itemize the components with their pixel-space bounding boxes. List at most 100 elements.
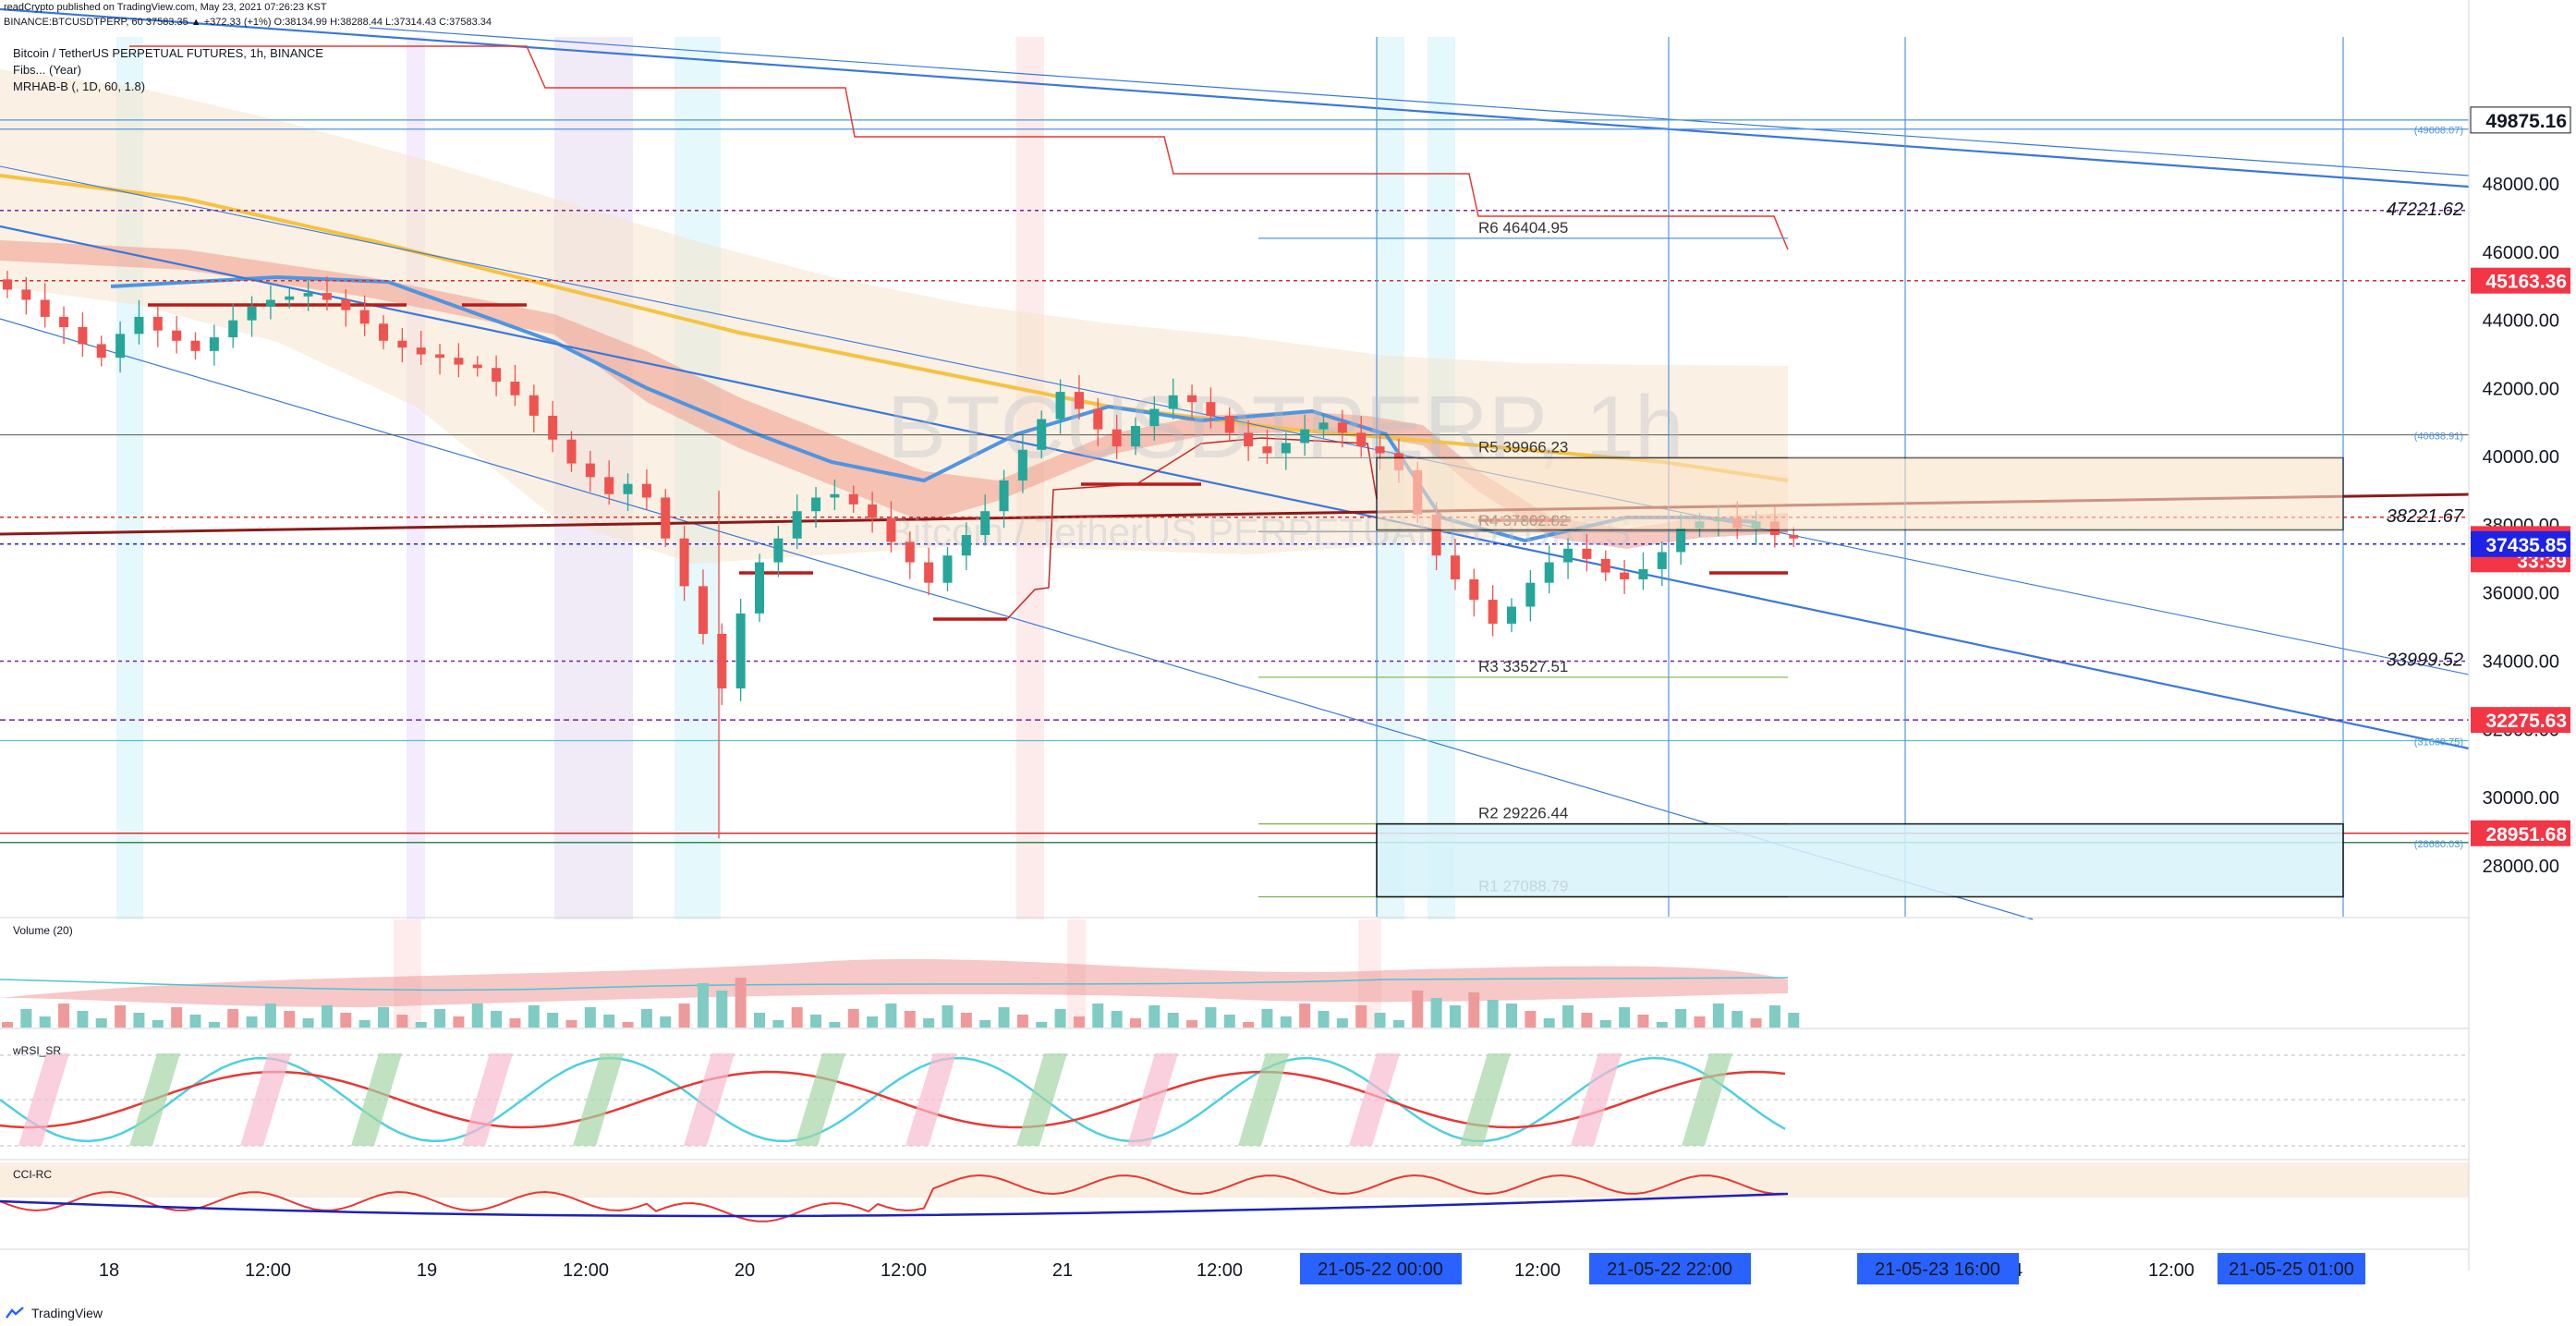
volume-bar [415,1022,427,1028]
candle-body [228,320,238,338]
candle-body [1676,528,1686,553]
volume-bar [1054,1009,1066,1028]
candle-body [529,395,539,416]
candle-body [1017,449,1027,481]
level-labels: (49608.07) 47221.62 (40638.91) 38221.67 3399… [2387,126,2464,850]
volume-bar [979,1020,991,1028]
candle-body [679,538,689,587]
volume-bar [302,1018,314,1028]
rsi-line [0,1056,1786,1143]
session-band [394,919,421,1028]
trend-line [0,165,2470,675]
candle-body [1600,558,1610,573]
volume-bar [1468,992,1480,1028]
publish-info: readCrypto published on TradingView.com,… [4,2,327,13]
volume-bar [1712,1004,1724,1028]
level-label: (49608.07) [2414,126,2463,137]
volume-bar [584,1007,596,1028]
candle-body [1450,555,1460,579]
time-highlight [2218,1253,2365,1284]
volume-bar [1543,1018,1555,1028]
volume-bar [1392,1020,1404,1028]
cci-title[interactable]: CCI-RC [13,1168,52,1181]
rsi-fill [684,1053,735,1146]
volume-bar [208,1022,220,1028]
time-tick-label: 12:00 [1197,1260,1243,1281]
volume-bar [227,1009,239,1028]
cloud-area [0,69,1788,564]
candle-body [868,504,878,518]
candle-body [209,337,219,351]
candle-body [1187,395,1197,403]
price-tick-label: 44000.00 [2483,311,2559,332]
time-highlight-label: 21-05-25 01:00 [2229,1259,2354,1280]
volume-bar [923,1018,935,1028]
candle-body [285,296,295,300]
price-axis[interactable]: 28000.0030000.0032000.0034000.0036000.00… [2468,0,2576,1271]
candle-body [1789,535,1799,539]
volume-bar [378,1007,389,1028]
candle-body [792,511,802,539]
volume-bar [133,1013,145,1028]
volume-bar [1768,1005,1780,1028]
time-highlight-label: 21-05-22 22:00 [1607,1259,1732,1280]
volume-bar [1750,1018,1762,1028]
time-axis[interactable]: 1812:001912:002012:002112:0012:002412:00… [99,1253,2365,1284]
candle-body [905,541,915,563]
volume-band [0,958,1788,1007]
candle-body [341,299,351,310]
volume-bar [1299,1004,1311,1028]
wrsi-title[interactable]: wRSI_SR [13,1044,62,1057]
level-label: 47221.62 [2387,200,2463,220]
time-highlight-label: 21-05-22 00:00 [1318,1259,1443,1280]
time-tick-label: 12:00 [245,1260,291,1281]
candle-body [190,340,200,351]
volume-bar [660,1016,672,1028]
time-tick-label: 12:00 [881,1260,927,1281]
candle-body [942,555,953,583]
time-highlight [1589,1253,1751,1284]
volume-bar [528,1005,540,1028]
candle-body [1620,572,1630,579]
candle-body [21,289,31,300]
candle-body [247,306,257,321]
candle-body [1356,432,1367,447]
candle-body [134,316,144,335]
tradingview-label: TradingView [31,1306,103,1320]
candle-body [698,586,708,635]
candle-body [40,299,50,317]
rsi-fill [462,1053,513,1146]
candle-body [1300,429,1310,444]
price-tick-label: 28000.00 [2483,857,2559,877]
candle-body [548,415,558,440]
candle-body [435,354,445,359]
stepped-support [1006,437,1378,620]
candle-body [735,613,746,689]
volume-bar [1167,1013,1179,1028]
tradingview-icon [6,1307,24,1319]
mrhab-indicator[interactable]: MRHAB-B (, 1D, 60, 1.8) [13,79,146,93]
volume-bar [1506,1004,1517,1028]
volume-bar [1525,1011,1537,1028]
volume-bar [791,1007,803,1028]
volume-bar [1562,1005,1574,1028]
volume-bar [1412,991,1424,1028]
candle-body [1168,395,1178,409]
fibs-indicator[interactable]: Fibs... (Year) [13,63,81,77]
price-tick-label: 42000.00 [2483,379,2559,399]
volume-bar [1261,1009,1273,1028]
price-tag [2471,267,2570,294]
volume-title[interactable]: Volume (20) [13,924,73,937]
volume-bar [1318,1011,1330,1028]
candle-body [510,382,520,395]
volume-bar [1374,1013,1386,1028]
level-label: 33999.52 [2387,651,2463,671]
volume-bar [1675,1009,1687,1028]
price-tag [2470,106,2571,134]
volume-bar [603,1015,615,1028]
volume-bar [904,1011,916,1028]
volume-bar [1186,1020,1198,1028]
volume-bar [246,1016,258,1028]
volume-bar [491,1011,503,1028]
